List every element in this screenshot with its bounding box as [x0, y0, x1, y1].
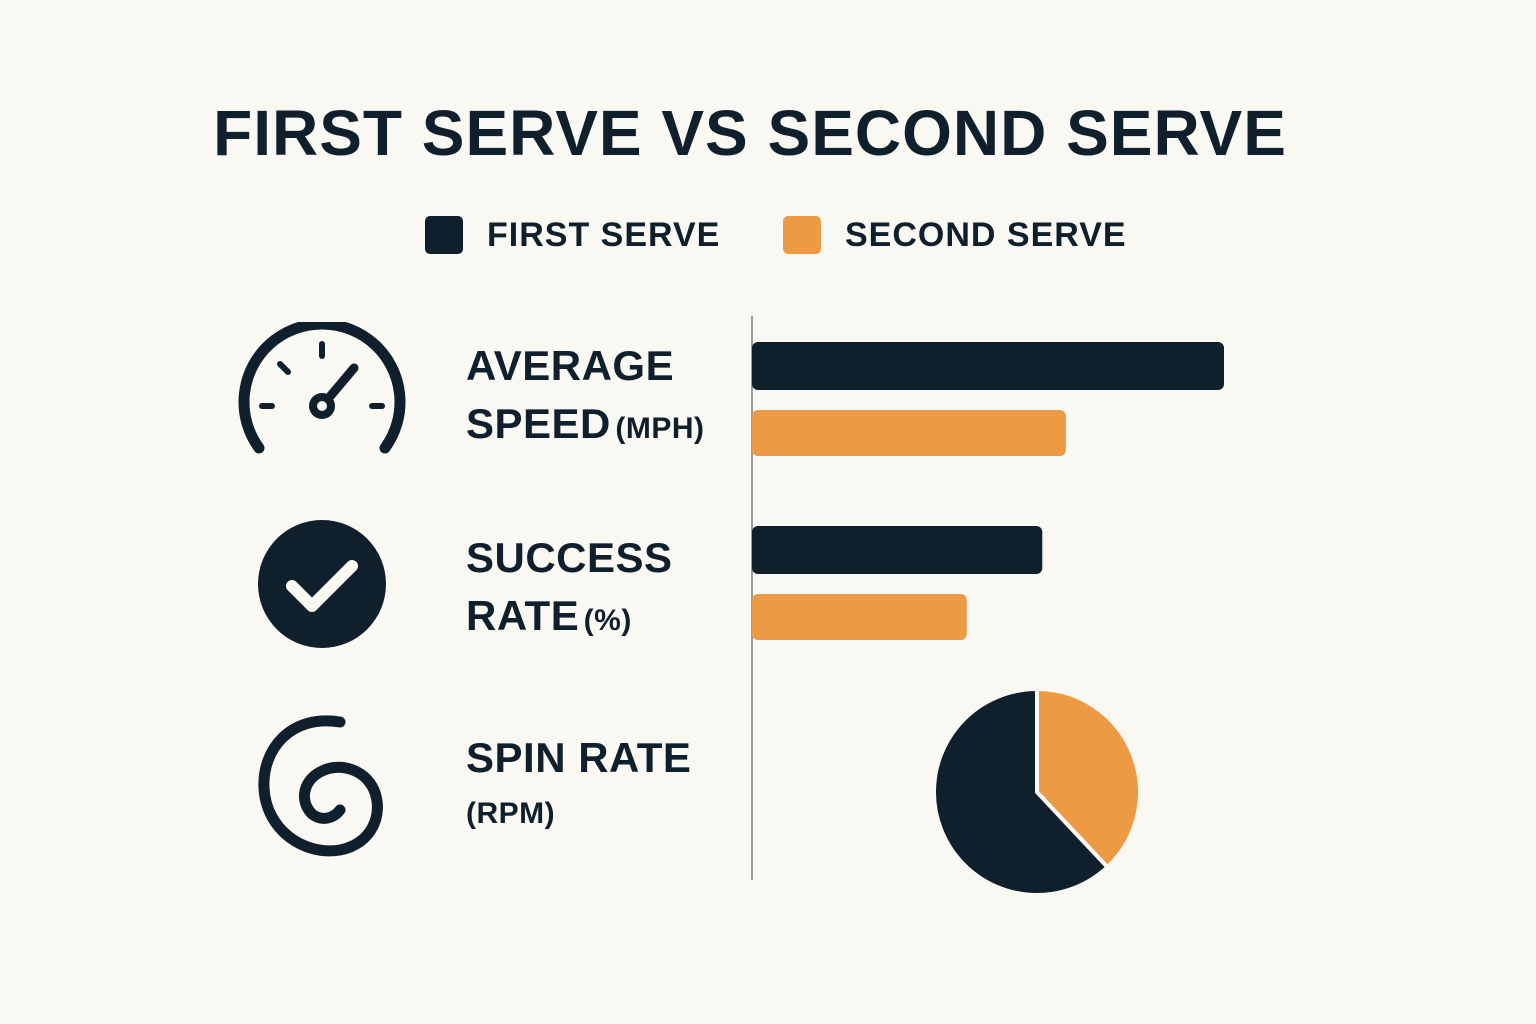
- metric-label-success-rate: SUCCESS RATE (%): [466, 537, 673, 637]
- speedometer-icon: [238, 322, 406, 454]
- metric-unit: (MPH): [615, 412, 705, 445]
- metric-label-average-speed: AVERAGE SPEED (MPH): [466, 345, 705, 445]
- metric-label-line1: AVERAGE: [466, 342, 675, 389]
- pie-slice-second-serve: [1035, 687, 1142, 870]
- legend-label-first-serve: FIRST SERVE: [487, 215, 721, 254]
- metric-unit: (%): [583, 604, 632, 637]
- pie-slice-first-serve: [932, 687, 1110, 897]
- legend-label-second-serve: SECOND SERVE: [845, 215, 1127, 254]
- metric-label-line1: SUCCESS: [466, 534, 673, 581]
- pie-group: [932, 687, 1142, 897]
- legend-item-second-serve: SECOND SERVE: [783, 212, 1127, 258]
- legend-swatch-second-serve: [783, 216, 821, 254]
- spiral-icon: [258, 715, 383, 857]
- metric-label-spin-rate: SPIN RATE (RPM): [466, 737, 691, 829]
- checkmark-circle-icon: [258, 520, 386, 648]
- metric-label-line2: RATE: [466, 592, 580, 639]
- metric-label-line2: SPEED: [466, 400, 611, 447]
- legend: FIRST SERVE SECOND SERVE: [0, 212, 1536, 258]
- bar-success-rate-first-serve: [752, 526, 1043, 574]
- metric-unit: (RPM): [466, 797, 556, 830]
- bar-average-speed-first-serve: [752, 342, 1224, 390]
- legend-item-first-serve: FIRST SERVE: [425, 212, 720, 258]
- bars-group: [752, 342, 1224, 640]
- legend-swatch-first-serve: [425, 216, 463, 254]
- chart-title: FIRST SERVE VS SECOND SERVE: [213, 97, 1287, 169]
- metric-label-line1: SPIN RATE: [466, 734, 692, 781]
- bar-average-speed-second-serve: [752, 410, 1066, 456]
- bar-success-rate-second-serve: [752, 594, 967, 640]
